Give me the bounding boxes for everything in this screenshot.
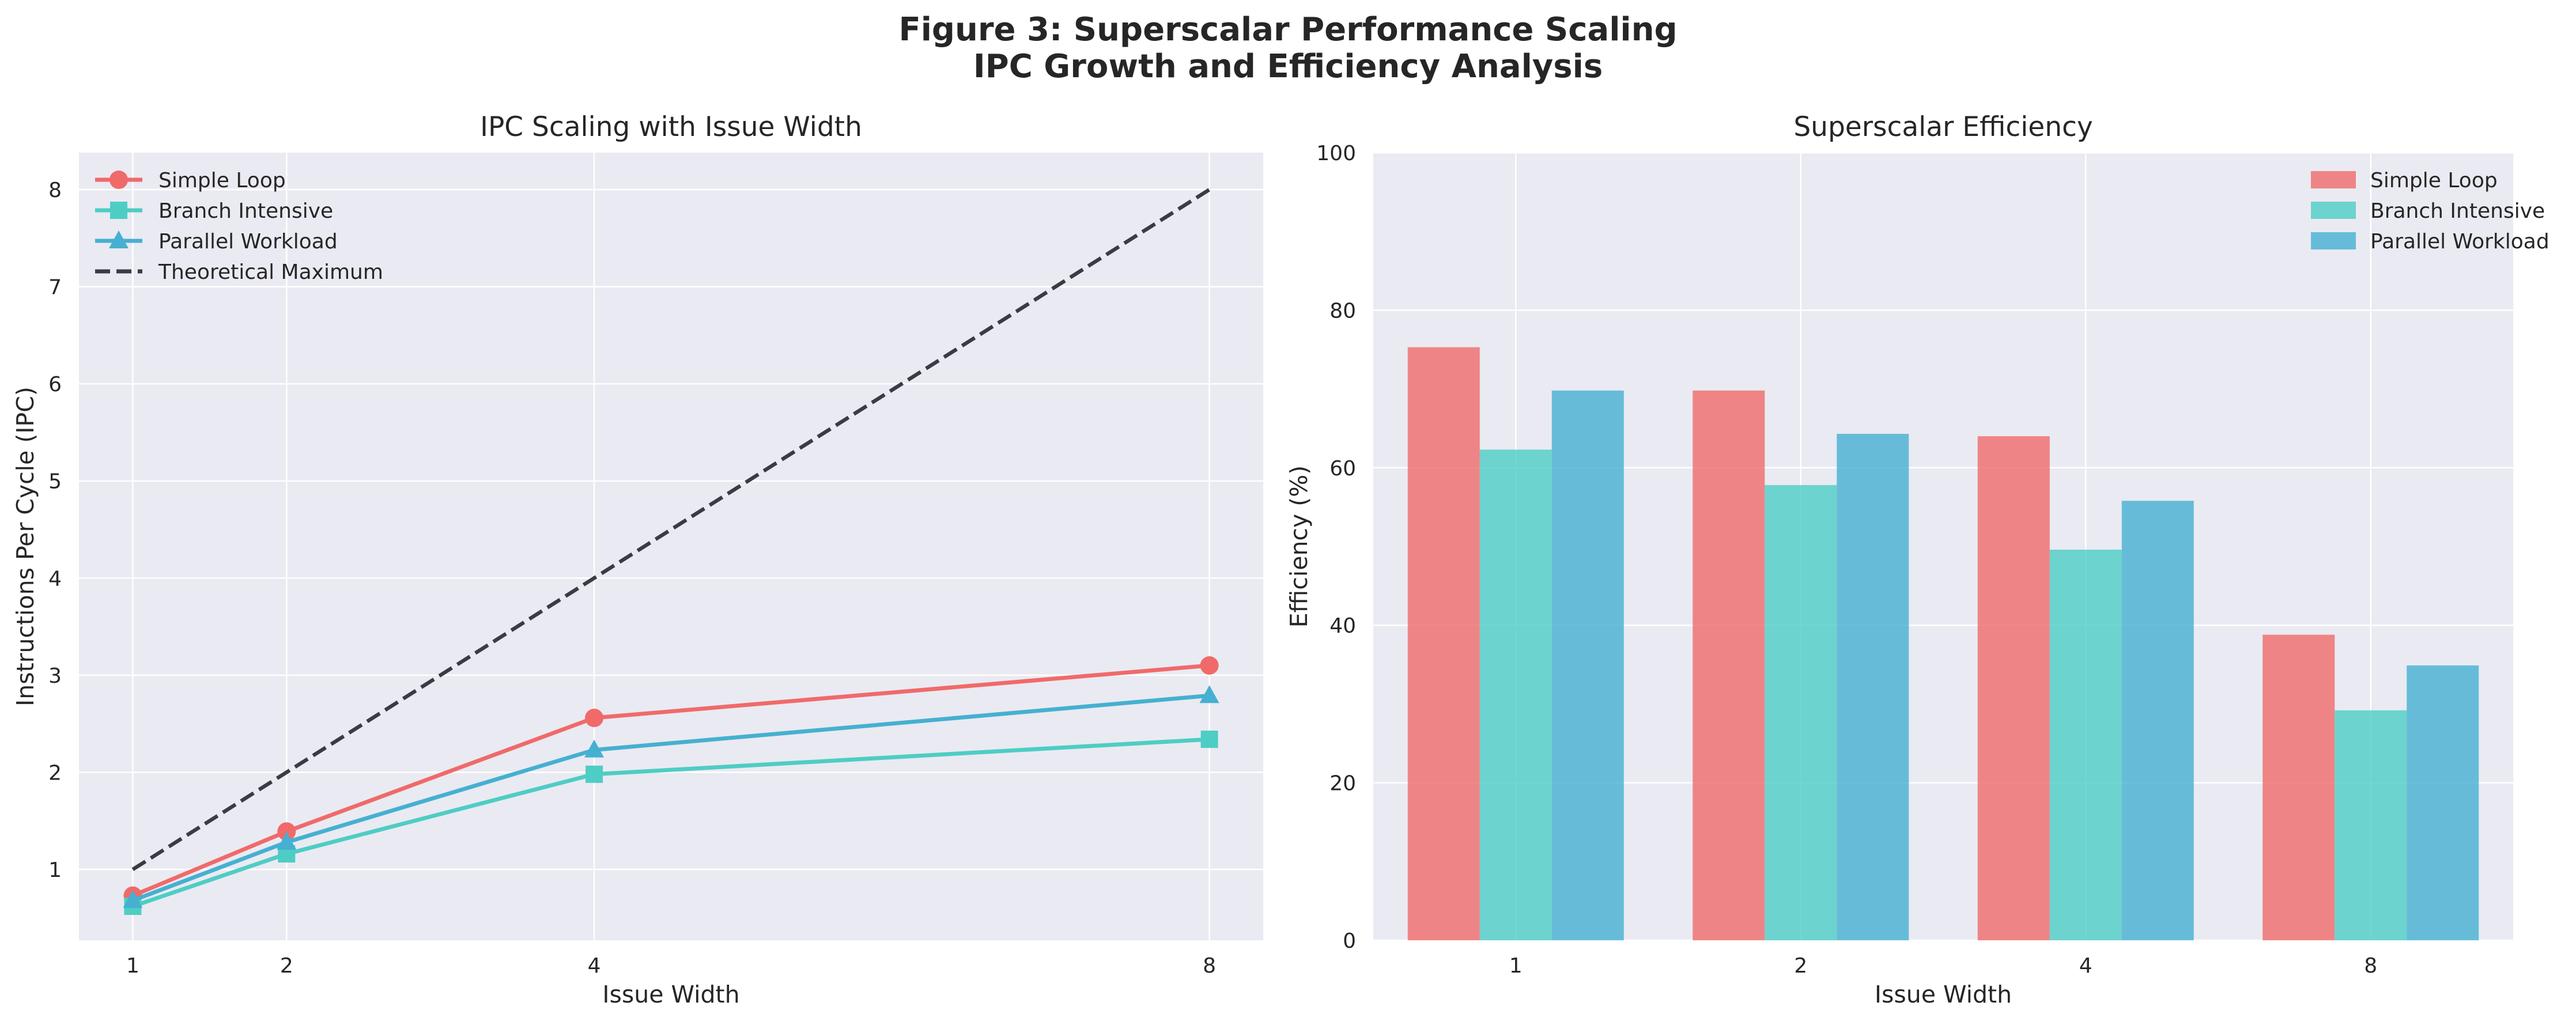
y-tick-label: 2 (48, 761, 62, 785)
legend-label: Branch Intensive (158, 199, 333, 223)
subplot-title: Superscalar Efficiency (1793, 111, 2092, 143)
legend-label: Simple Loop (158, 169, 286, 192)
y-tick-label: 20 (1329, 772, 1356, 796)
x-tick-label: 8 (1203, 954, 1216, 978)
bar (2263, 634, 2335, 940)
legend-label: Theoretical Maximum (158, 260, 383, 284)
bar (1837, 434, 1909, 940)
figure-title-line1: Figure 3: Superscalar Performance Scalin… (898, 11, 1677, 48)
subplot-title: IPC Scaling with Issue Width (480, 111, 862, 143)
y-tick-label: 3 (48, 664, 62, 688)
legend-label: Parallel Workload (2370, 230, 2549, 254)
legend-marker (109, 171, 128, 189)
x-tick-label: 2 (280, 954, 293, 978)
y-tick-label: 80 (1329, 299, 1356, 323)
data-point (277, 831, 297, 850)
x-tick-label: 1 (1509, 954, 1523, 978)
y-axis-label: Efficiency (%) (1285, 466, 1313, 627)
figure-title-line2: IPC Growth and Efficiency Analysis (973, 48, 1603, 85)
x-axis-label: Issue Width (602, 981, 739, 1008)
bar (2407, 665, 2479, 940)
data-point (1200, 656, 1219, 675)
bar (2121, 501, 2194, 940)
bar (1765, 485, 1837, 940)
legend-label: Simple Loop (2370, 169, 2498, 192)
x-axis-label: Issue Width (1875, 981, 2012, 1008)
bar (1977, 436, 2050, 940)
legend-swatch (2311, 232, 2356, 249)
series-line-simple-loop (132, 663, 1210, 898)
y-tick-label: 8 (48, 179, 62, 202)
x-tick-label: 1 (126, 954, 139, 978)
y-tick-label: 5 (48, 470, 62, 494)
plot-area (79, 153, 1263, 940)
y-tick-label: 4 (48, 567, 62, 591)
y-tick-label: 7 (48, 276, 62, 300)
legend-label: Parallel Workload (158, 230, 338, 254)
series-line-parallel-workload (132, 693, 1210, 903)
bar (1407, 347, 1480, 941)
data-point (584, 739, 605, 758)
x-tick-label: 4 (588, 954, 601, 978)
legend-swatch (2311, 202, 2356, 219)
bar (1479, 449, 1552, 940)
y-tick-label: 40 (1329, 614, 1356, 638)
bar (2049, 549, 2122, 940)
legend-marker (109, 230, 129, 248)
data-point (586, 765, 603, 783)
data-point (585, 709, 604, 728)
legend-label: Branch Intensive (2370, 199, 2545, 223)
y-tick-label: 1 (48, 858, 62, 882)
bar (2335, 710, 2407, 940)
y-tick-label: 6 (48, 373, 62, 396)
legend-marker (110, 202, 127, 219)
y-tick-label: 0 (1343, 929, 1356, 953)
bar (1551, 390, 1624, 940)
legend-swatch (2311, 171, 2356, 188)
bar (1693, 390, 1765, 940)
x-tick-label: 8 (2364, 954, 2377, 978)
series-line-branch-intensive (132, 737, 1210, 909)
y-tick-label: 100 (1316, 142, 1356, 165)
x-tick-label: 4 (2079, 954, 2092, 978)
data-point (123, 890, 143, 908)
data-point (1199, 685, 1219, 703)
data-point (277, 822, 296, 841)
y-axis-label: Instructions Per Cycle (IPC) (12, 387, 39, 706)
series-line-theoretical-maximum (131, 188, 1211, 871)
x-tick-label: 2 (1794, 954, 1807, 978)
data-point (1200, 731, 1218, 748)
y-tick-label: 60 (1329, 457, 1356, 481)
